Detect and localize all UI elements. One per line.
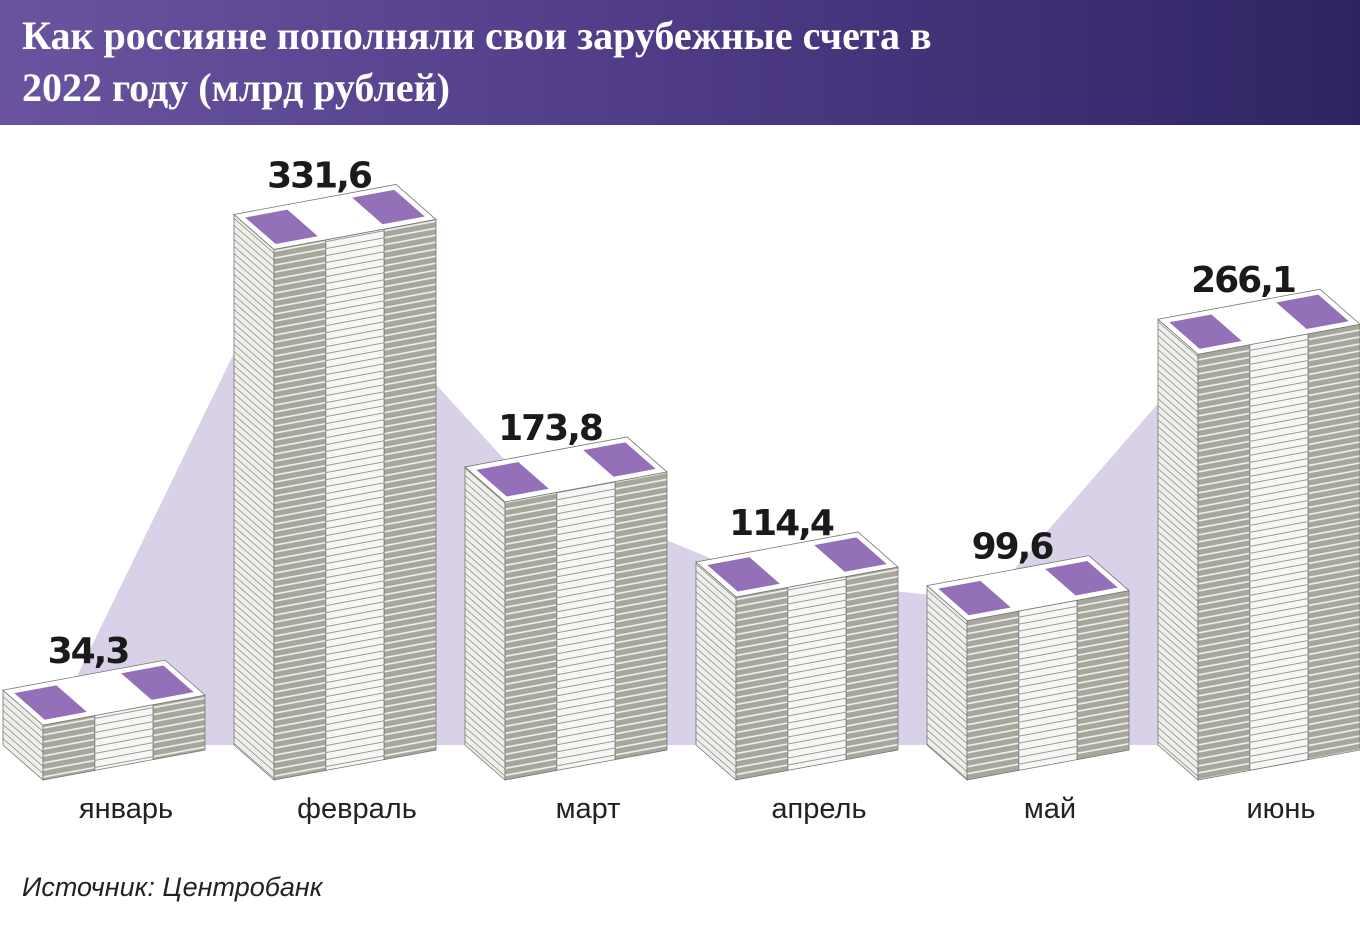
stack-front [556,481,616,771]
band-wrapper [814,537,887,572]
band-wrapper [1169,314,1242,349]
stack-front [273,239,327,781]
band-wrapper [121,665,194,700]
money-stack [695,531,899,781]
stack-front [504,491,558,781]
source-note: Источник: Центробанк [22,872,323,902]
stack-front [1249,333,1309,771]
x-tick-label: март [556,793,621,825]
header: Как россияне пополняли свои зарубежные с… [0,0,1360,125]
x-tick-label: февраль [297,793,417,825]
band-wrapper [938,580,1011,616]
band-wrapper [476,462,549,497]
x-tick-label: май [1024,793,1076,825]
stack-front [1197,344,1251,781]
stack-front [383,218,437,761]
money-stack [2,659,206,781]
stack-front [42,715,96,781]
money-stack [1157,288,1360,781]
x-tick-label: январь [79,793,173,825]
stack-side [233,213,275,781]
band-wrapper [1045,561,1118,596]
x-tick-label: апрель [771,793,866,825]
value-label: 34,3 [48,631,129,672]
money-stack [464,436,668,781]
stack-front [94,704,154,771]
band-wrapper [14,685,87,720]
value-label: 114,4 [729,503,834,544]
stack-side [1157,318,1199,781]
value-label: 173,8 [498,408,602,449]
value-label: 266,1 [1191,260,1295,301]
value-label: 331,6 [267,155,372,196]
money-stack [926,555,1130,781]
stack-front [1307,323,1360,761]
band-wrapper [707,557,780,592]
chart-title: Как россияне пополняли свои зарубежные с… [22,13,932,110]
stack-front [614,471,668,761]
money-stack [233,184,437,781]
band-wrapper [352,189,425,225]
stack-front [1018,599,1078,771]
x-tick-label: июнь [1246,793,1315,825]
band-wrapper [245,209,318,245]
stack-side [464,466,506,781]
stack-front [1076,590,1130,761]
stack-front [787,576,847,771]
band-wrapper [583,442,656,477]
stack-front [735,586,789,781]
value-label: 99,6 [972,527,1054,568]
stack-side [695,561,737,781]
stack-front [325,228,385,771]
stack-front [152,694,206,761]
stack-front [845,566,899,761]
band-wrapper [1276,294,1349,330]
stack-front [966,610,1020,781]
